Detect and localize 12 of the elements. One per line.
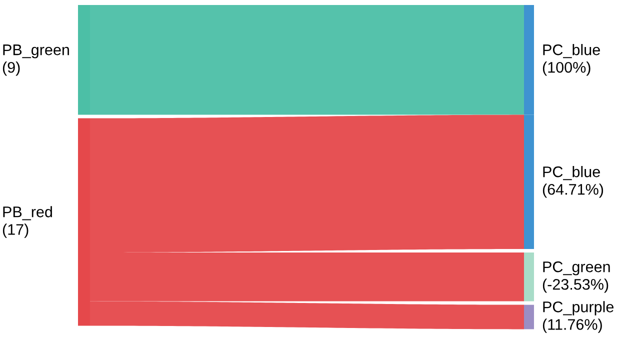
text: PC_blue: [543, 44, 600, 58]
data-label: (9): [2, 62, 20, 76]
category-label: PB_red: [3, 206, 52, 220]
category-label: PB_green: [3, 44, 69, 58]
data-label: (100%): [542, 62, 590, 76]
legend-label: PC_purple: [543, 301, 614, 316]
text: PC_green: [543, 261, 610, 276]
data-label: (11.76%): [542, 318, 602, 333]
data-label: (64.71%): [542, 184, 604, 198]
data-label: (-23.53%): [542, 278, 608, 293]
data-label: (17): [2, 224, 28, 238]
text: PC_blue: [543, 166, 600, 180]
